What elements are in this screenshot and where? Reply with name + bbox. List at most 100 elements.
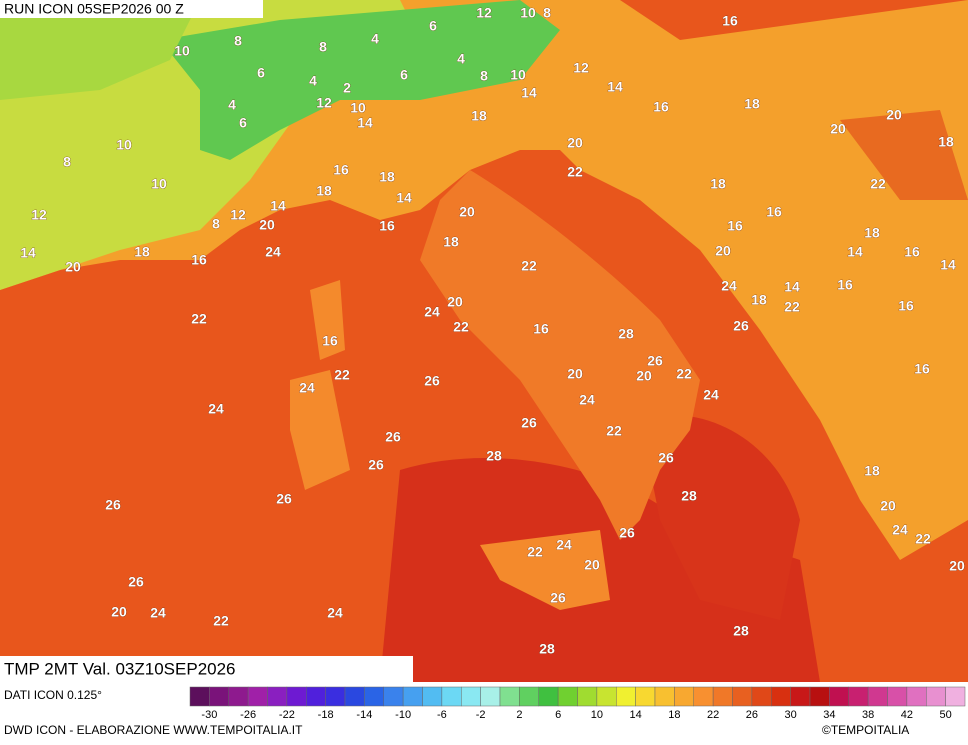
temperature-label: 16 bbox=[322, 333, 338, 349]
temperature-label: 16 bbox=[898, 298, 914, 314]
temperature-label: 10 bbox=[151, 176, 167, 192]
temperature-label: 26 bbox=[619, 525, 635, 541]
temperature-label: 24 bbox=[721, 278, 737, 294]
colorbar-tick-label: -18 bbox=[318, 709, 334, 721]
temperature-label: 8 bbox=[212, 216, 220, 232]
temperature-label: 4 bbox=[457, 51, 465, 67]
temperature-label: 14 bbox=[607, 79, 623, 95]
colorbar-tick-label: 14 bbox=[630, 709, 642, 721]
temperature-label: 26 bbox=[105, 497, 121, 513]
temperature-label: 12 bbox=[476, 5, 492, 21]
color-swatch bbox=[344, 686, 365, 707]
temperature-label: 26 bbox=[550, 590, 566, 606]
temperature-label: 14 bbox=[20, 245, 36, 261]
temperature-label: 14 bbox=[270, 198, 286, 214]
color-swatch bbox=[306, 686, 326, 707]
temperature-label: 14 bbox=[357, 115, 373, 131]
temperature-label: 10 bbox=[520, 5, 536, 21]
temperature-label: 10 bbox=[116, 137, 132, 153]
temperature-label: 6 bbox=[429, 18, 437, 34]
temperature-label: 16 bbox=[653, 99, 669, 115]
colorbar-tick-label: 6 bbox=[555, 709, 561, 721]
temperature-label: 22 bbox=[527, 544, 543, 560]
color-swatch bbox=[209, 686, 229, 707]
color-swatch bbox=[499, 686, 520, 707]
islands bbox=[290, 280, 610, 610]
temperature-label: 14 bbox=[784, 279, 800, 295]
temperature-label: 12 bbox=[573, 60, 589, 76]
temperature-label: 20 bbox=[880, 498, 896, 514]
colorbar-tick-label: -14 bbox=[356, 709, 372, 721]
temperature-label: 18 bbox=[316, 183, 332, 199]
temperature-label: 18 bbox=[938, 134, 954, 150]
color-swatch bbox=[790, 686, 811, 707]
temperature-label: 14 bbox=[396, 190, 412, 206]
temperature-label: 22 bbox=[453, 319, 469, 335]
temperature-label: 20 bbox=[459, 204, 475, 220]
temperature-label: 8 bbox=[543, 5, 551, 21]
temperature-label: 22 bbox=[784, 299, 800, 315]
temperature-label: 18 bbox=[379, 169, 395, 185]
source: DATI ICON 0.125° bbox=[4, 688, 102, 702]
colorbar-tick-label: 22 bbox=[707, 709, 719, 721]
color-swatch bbox=[247, 686, 268, 707]
temperature-label: 22 bbox=[334, 367, 350, 383]
credit: DWD ICON - ELABORAZIONE WWW.TEMPOITALIA.… bbox=[4, 723, 303, 737]
color-swatch bbox=[906, 686, 927, 707]
color-swatch bbox=[480, 686, 501, 707]
temperature-label: 26 bbox=[385, 429, 401, 445]
temperature-label: 24 bbox=[703, 387, 719, 403]
colorbar: -30 -26 -22 -18 -14 -10 -6 -2 2 6 10 14 18 22 26 30 34 38… bbox=[189, 686, 966, 721]
temperature-label: 6 bbox=[400, 67, 408, 83]
color-swatch bbox=[383, 686, 404, 707]
color-swatch bbox=[751, 686, 772, 707]
color-swatch bbox=[286, 686, 307, 707]
temperature-label: 28 bbox=[539, 641, 555, 657]
ionian bbox=[640, 414, 800, 620]
color-swatch bbox=[616, 686, 636, 707]
temperature-label: 16 bbox=[837, 277, 853, 293]
temperature-label: 22 bbox=[213, 613, 229, 629]
colorbar-tick-label: -22 bbox=[279, 709, 295, 721]
temperature-label: 6 bbox=[239, 115, 247, 131]
temperature-label: 24 bbox=[556, 537, 572, 553]
temperature-label: 8 bbox=[480, 68, 488, 84]
temperature-label: 10 bbox=[174, 43, 190, 59]
temperature-label: 20 bbox=[949, 558, 965, 574]
color-swatch bbox=[887, 686, 908, 707]
color-swatch bbox=[693, 686, 714, 707]
temperature-label: 28 bbox=[681, 488, 697, 504]
color-swatch bbox=[596, 686, 617, 707]
temperature-label: 18 bbox=[134, 244, 150, 260]
temperature-label: 4 bbox=[309, 73, 317, 89]
copyright: ©TEMPOITALIA bbox=[822, 723, 909, 737]
colorbar-tick-label: 2 bbox=[516, 709, 522, 721]
temperature-label: 22 bbox=[870, 176, 886, 192]
run-title: RUN ICON 05SEP2026 00 Z bbox=[4, 1, 184, 17]
temperature-label: 8 bbox=[63, 154, 71, 170]
temperature-label: 20 bbox=[111, 604, 127, 620]
temperature-label: 12 bbox=[31, 207, 47, 223]
colorbar-tick-label: 30 bbox=[785, 709, 797, 721]
temperature-label: 16 bbox=[379, 218, 395, 234]
peninsula bbox=[420, 170, 700, 540]
temperature-label: 20 bbox=[886, 107, 902, 123]
colorbar-tick-label: 18 bbox=[668, 709, 680, 721]
alps bbox=[160, 0, 560, 160]
color-swatch bbox=[712, 686, 733, 707]
color-swatch bbox=[674, 686, 694, 707]
temperature-label: 20 bbox=[584, 557, 600, 573]
temperature-label: 22 bbox=[606, 423, 622, 439]
temperature-label: 12 bbox=[316, 95, 332, 111]
temperature-label: 28 bbox=[618, 326, 634, 342]
temperature-label: 28 bbox=[486, 448, 502, 464]
temperature-label: 14 bbox=[521, 85, 537, 101]
run-box bbox=[0, 0, 263, 18]
color-swatch bbox=[422, 686, 443, 707]
temperature-label: 16 bbox=[914, 361, 930, 377]
temperature-label: 16 bbox=[722, 13, 738, 29]
temperature-label: 20 bbox=[567, 366, 583, 382]
field-box bbox=[0, 656, 413, 682]
temperature-label: 20 bbox=[636, 368, 652, 384]
